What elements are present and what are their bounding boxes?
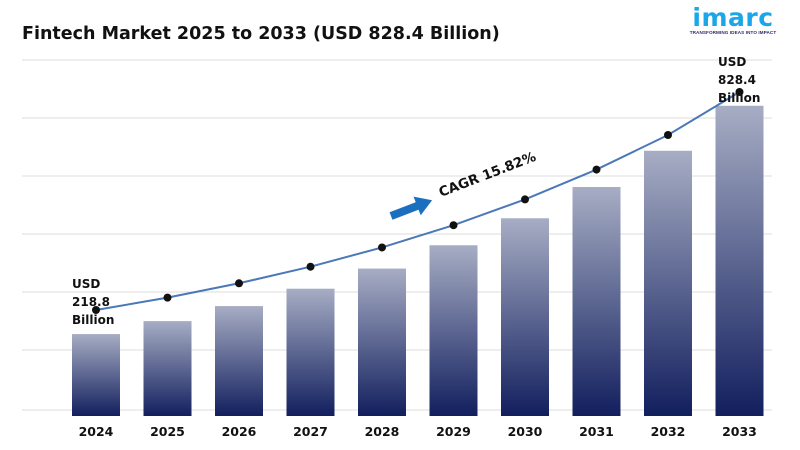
x-tick-label: 2027 <box>293 424 328 439</box>
start-value-label: Billion <box>72 313 114 327</box>
trend-points <box>92 88 744 314</box>
x-tick-label: 2030 <box>508 424 543 439</box>
trend-point-2030 <box>521 195 529 204</box>
bar-2024 <box>72 334 120 416</box>
bars <box>72 105 764 417</box>
trend-point-2024 <box>92 306 100 314</box>
trend-point-2033 <box>735 88 744 96</box>
bar-2030 <box>501 218 549 416</box>
trend-point-2032 <box>664 130 672 139</box>
cagr-arrow-icon <box>389 196 433 220</box>
trend-point-2026 <box>235 279 243 288</box>
logo-wordmark: imarc <box>692 3 774 32</box>
x-tick-label: 2028 <box>365 424 400 439</box>
x-tick-label: 2025 <box>150 424 185 439</box>
trend-point-2028 <box>378 243 386 252</box>
bar-2025 <box>143 321 192 416</box>
bar-2026 <box>215 306 263 416</box>
trend-point-2027 <box>306 262 315 271</box>
trend-line-group <box>95 91 741 311</box>
end-value-label: 828.4 <box>718 73 756 87</box>
trend-line <box>95 91 741 311</box>
end-value-label: Billion <box>718 91 760 105</box>
trend-point-2031 <box>592 165 601 174</box>
bar-2031 <box>572 186 621 416</box>
bar-2028 <box>358 268 406 416</box>
x-tick-label: 2024 <box>79 424 114 439</box>
start-value-label: 218.8 <box>72 295 110 309</box>
cagr-label: CAGR 15.82% <box>437 149 539 201</box>
trend-point-2025 <box>163 293 172 302</box>
x-tick-label: 2031 <box>579 424 614 439</box>
logo-tagline: TRANSFORMING IDEAS INTO IMPACT <box>689 30 777 35</box>
chart-title: Fintech Market 2025 to 2033 (USD 828.4 B… <box>22 24 500 44</box>
trend-point-2029 <box>449 221 458 230</box>
end-value-label: USD <box>718 55 746 69</box>
bar-2027 <box>286 288 335 416</box>
x-tick-label: 2029 <box>436 424 471 439</box>
x-tick-label: 2033 <box>722 424 757 439</box>
bar-2029 <box>429 245 478 416</box>
start-value-label: USD <box>72 277 100 291</box>
bar-2032 <box>644 150 692 416</box>
bar-2033 <box>715 105 764 417</box>
x-axis-labels: 2024 2025 2026 2027 2028 2029 2030 2031 2032 2033 <box>79 424 757 439</box>
x-tick-label: 2032 <box>651 424 686 439</box>
imarc-logo: imarc TRANSFORMING IDEAS INTO IMPACT <box>680 3 786 36</box>
x-tick-label: 2026 <box>222 424 257 439</box>
